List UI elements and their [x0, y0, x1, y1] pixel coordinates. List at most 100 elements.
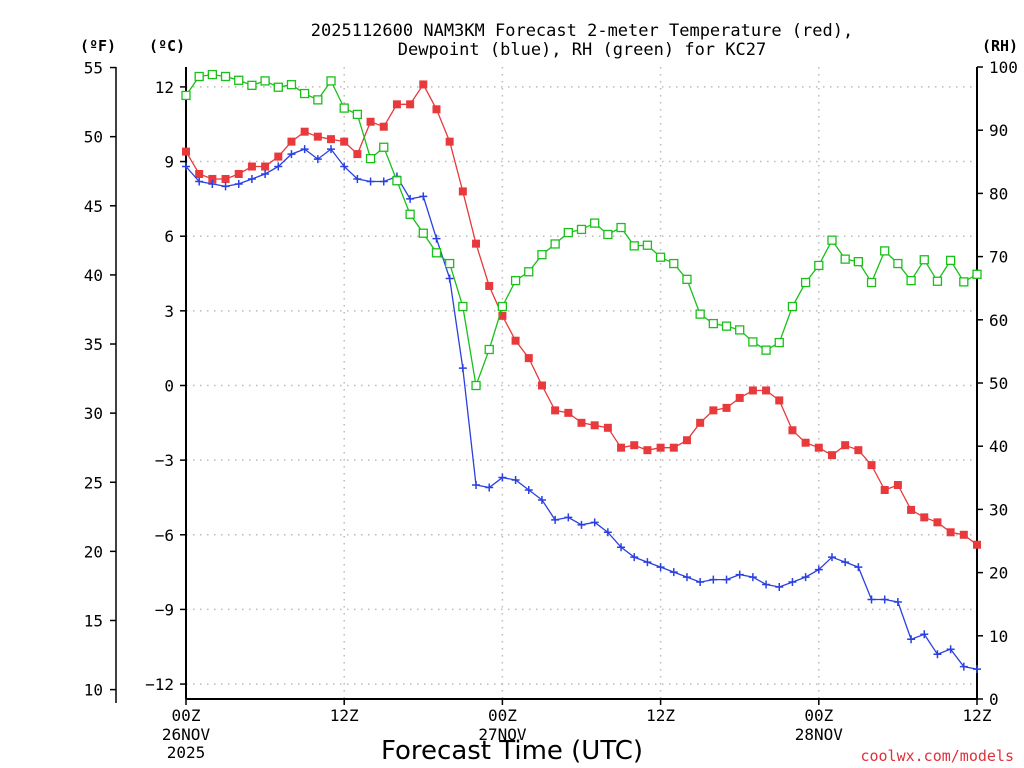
rh-point	[260, 76, 270, 86]
dewpoint-point	[287, 150, 296, 159]
temperature-point	[907, 505, 916, 514]
rh-point	[880, 246, 890, 256]
dewpoint-point	[841, 558, 850, 567]
rh-point	[194, 71, 204, 82]
dewpoint-point	[524, 485, 533, 494]
rh-point	[787, 301, 798, 312]
fahrenheit-tick-label: 20	[84, 542, 103, 561]
temperature-point	[300, 127, 309, 136]
rh-tick-label: 100	[989, 58, 1018, 77]
rh-point	[827, 235, 837, 245]
rh-tick-label: 70	[989, 248, 1008, 267]
temperature-point	[406, 100, 415, 109]
dewpoint-point	[867, 595, 876, 604]
rh-axis-label: (RH)	[982, 37, 1018, 55]
date-tick-label: 27NOV	[478, 725, 527, 744]
dewpoint-point	[485, 483, 494, 492]
dewpoint-point	[498, 473, 507, 482]
temperature-point	[854, 446, 863, 455]
celsius-tick-label: −12	[145, 675, 174, 694]
rh-tick-label: 20	[989, 564, 1008, 583]
temperature-point	[392, 100, 401, 109]
rh-point	[708, 318, 718, 329]
gridlines	[186, 67, 977, 699]
series-layer	[181, 69, 982, 674]
dewpoint-point	[722, 575, 731, 584]
temperature-point	[669, 443, 678, 452]
time-tick-label: 00Z	[488, 706, 517, 725]
rh-point	[286, 80, 297, 90]
dewpoint-point	[313, 155, 322, 164]
chart-title-line-2: Dewpoint (blue), RH (green) for KC27	[398, 40, 766, 60]
temperature-point	[313, 132, 322, 141]
dewpoint-point	[274, 162, 283, 171]
temperature-point	[973, 540, 981, 549]
temperature-point	[234, 169, 243, 178]
rh-point	[642, 240, 653, 250]
temperature-point	[379, 122, 388, 131]
rh-point	[761, 345, 771, 355]
celsius-tick-label: −3	[155, 451, 174, 470]
time-tick-label: 12Z	[330, 706, 359, 725]
rh-point	[299, 88, 310, 99]
rh-tick-label: 90	[989, 121, 1008, 140]
rh-point	[550, 239, 560, 249]
rh-point	[484, 344, 494, 355]
time-tick-label: 12Z	[963, 706, 992, 725]
dewpoint-point	[366, 177, 375, 186]
temperature-point	[419, 80, 428, 89]
temperature-point	[696, 418, 705, 427]
temperature-point	[498, 311, 507, 320]
temperature-point	[445, 137, 454, 146]
dewpoint-point	[419, 192, 428, 201]
fahrenheit-tick-label: 25	[84, 473, 103, 492]
rh-point	[840, 254, 850, 264]
time-tick-label: 00Z	[172, 706, 201, 725]
fahrenheit-tick-label: 50	[84, 128, 103, 147]
temperature-point	[959, 530, 968, 539]
rh-point	[919, 255, 929, 265]
dewpoint-point	[537, 495, 546, 504]
temperature-point	[208, 174, 217, 183]
date-tick-label: 28NOV	[795, 725, 844, 744]
temperature-point	[182, 147, 190, 156]
rh-point	[418, 228, 428, 238]
temperature-point	[682, 436, 691, 445]
time-tick-label: 00Z	[804, 706, 833, 725]
dewpoint-point	[880, 595, 889, 604]
dewpoint-point	[748, 573, 757, 582]
rh-point	[510, 275, 521, 286]
fahrenheit-tick-label: 55	[84, 59, 103, 78]
rh-point	[616, 222, 626, 233]
rh-point	[682, 274, 692, 285]
dewpoint-point	[827, 553, 836, 562]
temperature-point	[788, 426, 797, 435]
rh-point	[537, 250, 547, 260]
celsius-tick-label: −9	[155, 600, 174, 619]
dewpoint-point	[577, 520, 586, 529]
dewpoint-point	[379, 177, 388, 186]
dewpoint-point	[603, 528, 612, 537]
rh-point	[563, 227, 573, 238]
dewpoint-point	[432, 234, 441, 243]
temperature-point	[524, 354, 533, 363]
rh-point	[207, 69, 218, 80]
rh-point	[590, 218, 600, 228]
dewpoint-point	[234, 179, 243, 188]
temperature-point	[617, 443, 626, 452]
temperature-point	[748, 386, 757, 395]
dewpoint-point	[300, 145, 309, 154]
rh-point	[735, 325, 745, 335]
temperature-line	[185, 83, 978, 546]
rh-point	[932, 276, 943, 286]
fahrenheit-tick-label: 10	[84, 681, 103, 700]
temperature-point	[814, 443, 823, 452]
dewpoint-point	[590, 518, 599, 527]
rh-point	[853, 257, 863, 267]
rh-point	[576, 224, 587, 235]
temperature-point	[511, 336, 520, 345]
rh-point	[972, 269, 982, 279]
dewpoint-point	[327, 145, 336, 154]
temperature-point	[841, 441, 850, 450]
fahrenheit-tick-label: 40	[84, 266, 103, 285]
